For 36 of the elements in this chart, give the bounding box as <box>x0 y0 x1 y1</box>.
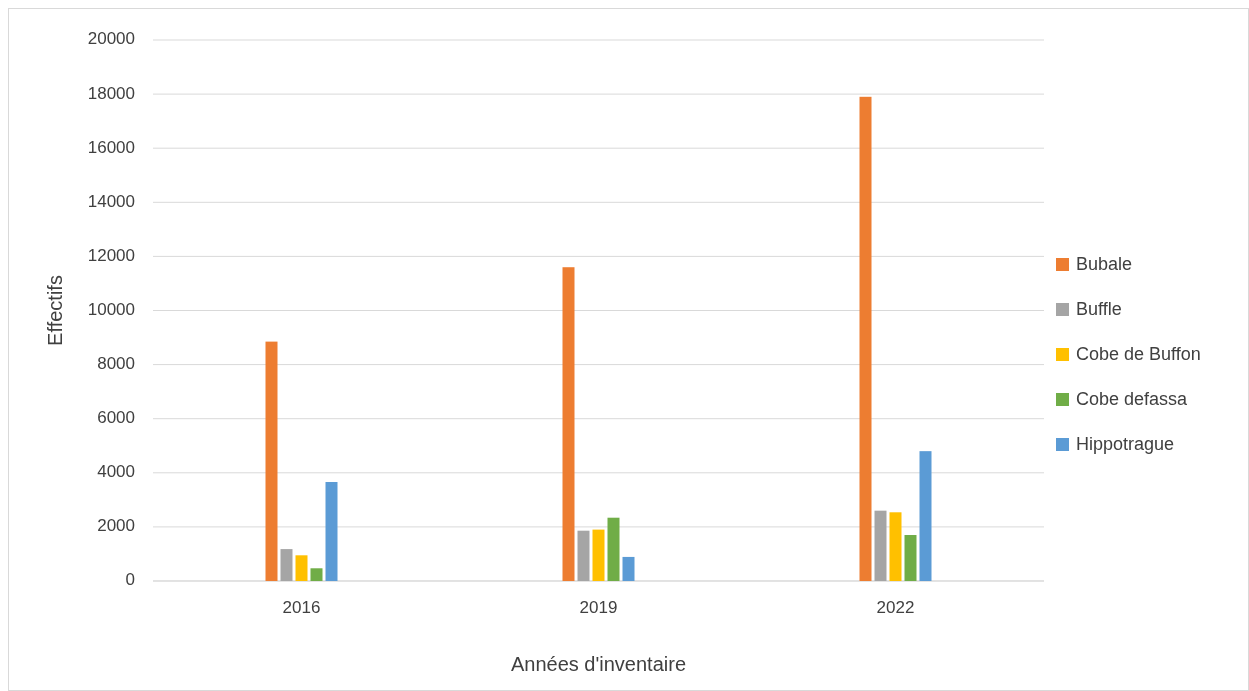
bar <box>325 482 338 581</box>
bar <box>874 510 887 581</box>
y-tick-label: 12000 <box>87 245 135 265</box>
y-axis-title: Effectifs <box>44 275 66 346</box>
bar <box>889 512 902 581</box>
y-tick-label: 4000 <box>97 462 135 482</box>
bar <box>280 549 293 581</box>
legend-label: Cobe defassa <box>1076 388 1189 409</box>
y-tick-label: 8000 <box>97 354 135 374</box>
x-tick-label: 2016 <box>282 598 321 617</box>
y-tick-label: 16000 <box>87 137 135 157</box>
legend-label: Hippotrague <box>1076 433 1175 454</box>
x-tick-label: 2022 <box>876 598 915 617</box>
bar <box>919 451 932 581</box>
y-tick-label: 0 <box>125 570 135 590</box>
bar <box>310 568 323 581</box>
y-tick-label: 20000 <box>87 29 135 49</box>
bar <box>859 96 872 581</box>
bar <box>265 341 278 581</box>
y-tick-label: 10000 <box>87 299 135 319</box>
legend-label: Cobe de Buffon <box>1076 343 1201 364</box>
legend-label: Bubale <box>1076 253 1133 274</box>
y-tick-label: 18000 <box>87 83 135 103</box>
bar <box>592 529 605 581</box>
bar <box>295 555 308 581</box>
bar <box>577 530 590 581</box>
bar <box>607 517 620 581</box>
bar <box>904 535 917 581</box>
x-axis-title: Années d'inventaire <box>510 653 687 675</box>
legend-label: Buffle <box>1076 298 1122 319</box>
y-tick-label: 2000 <box>97 516 135 536</box>
y-tick-label: 6000 <box>97 408 135 428</box>
bar <box>562 267 575 581</box>
bar <box>622 556 635 581</box>
x-tick-label: 2019 <box>579 598 618 617</box>
y-tick-label: 14000 <box>87 191 135 211</box>
